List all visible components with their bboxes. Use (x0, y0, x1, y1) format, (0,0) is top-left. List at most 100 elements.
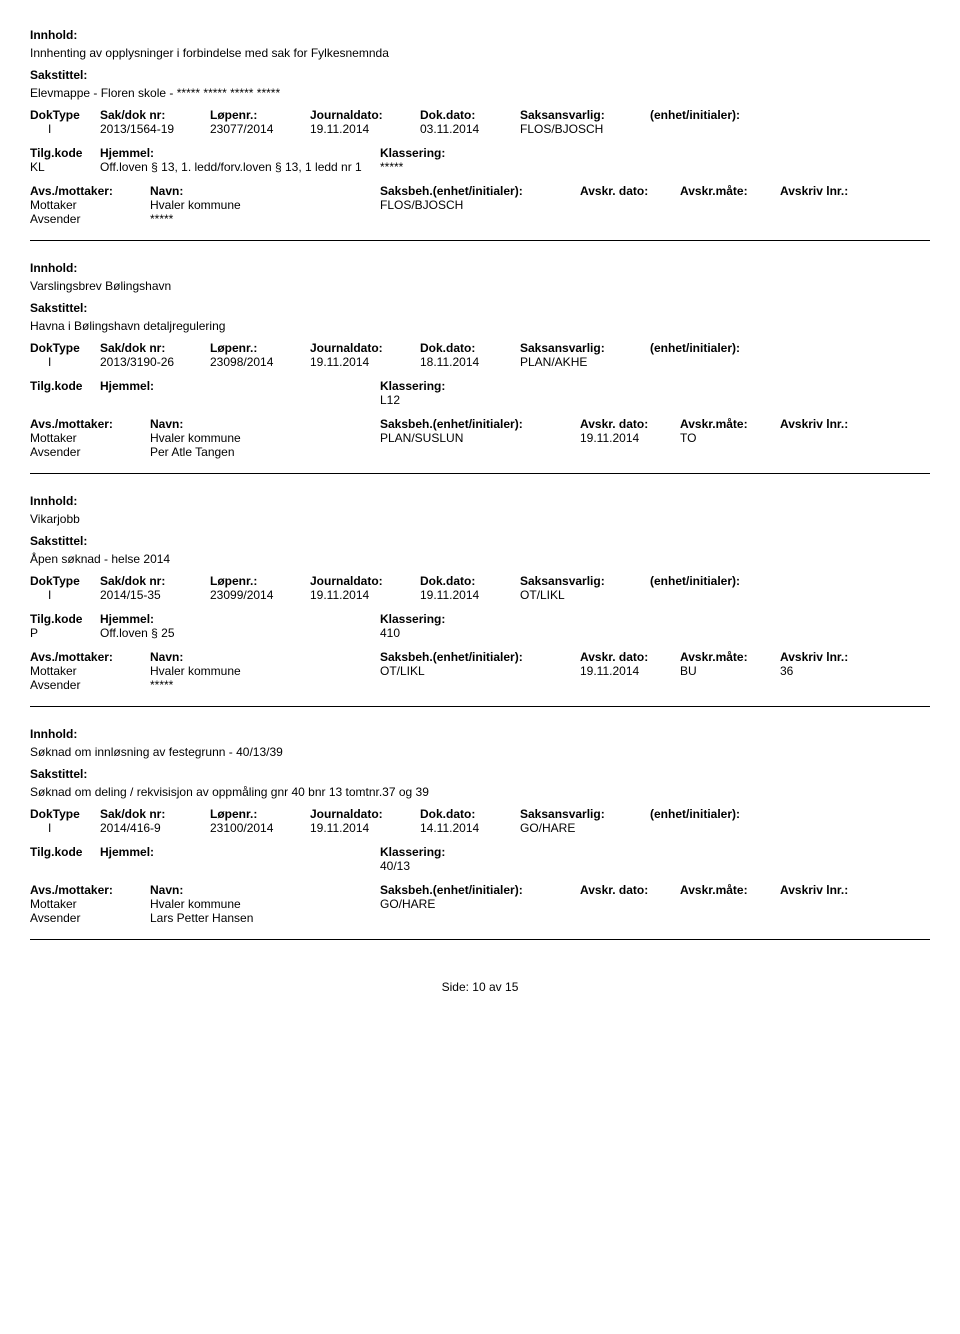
dokdato-value: 14.11.2014 (420, 821, 520, 835)
enhet-value (650, 122, 790, 136)
avsender-row: Avsender Lars Petter Hansen (30, 911, 930, 925)
avsm-header-row: Avs./mottaker: Navn: Saksbeh.(enhet/init… (30, 184, 930, 198)
avskrlnr-header: Avskriv lnr.: (780, 650, 870, 664)
innhold-label: Innhold: (30, 494, 930, 508)
saksansvarlig-value: OT/LIKL (520, 588, 650, 602)
journal-record: Innhold: Søknad om innløsning av festegr… (30, 727, 930, 940)
mottaker-label: Mottaker (30, 431, 150, 445)
record-separator (30, 240, 930, 241)
mottaker-label: Mottaker (30, 664, 150, 678)
saksbeh-value: FLOS/BJOSCH (380, 198, 580, 212)
page-current: 10 (472, 980, 485, 994)
avsender-navn: ***** (150, 678, 380, 692)
sakdok-value: 2014/416-9 (100, 821, 210, 835)
saksbeh-value: OT/LIKL (380, 664, 580, 678)
tilgkode-header: Tilg.kode (30, 845, 100, 859)
klassering-value: 40/13 (380, 859, 510, 873)
navn-header: Navn: (150, 184, 380, 198)
lopenr-value: 23077/2014 (210, 122, 310, 136)
mottaker-navn: Hvaler kommune (150, 198, 380, 212)
avskrmate-header: Avskr.måte: (680, 650, 780, 664)
avskrlnr-header: Avskriv lnr.: (780, 184, 870, 198)
meta-header-row: DokType Sak/dok nr: Løpenr.: Journaldato… (30, 108, 930, 122)
sakstittel-label: Sakstittel: (30, 301, 930, 315)
doktype-value: I (30, 122, 100, 136)
mottaker-row: Mottaker Hvaler kommune FLOS/BJOSCH (30, 198, 930, 212)
tilgkode-value: KL (30, 160, 100, 174)
dokdato-value: 18.11.2014 (420, 355, 520, 369)
hjemmel-header: Hjemmel: (100, 612, 380, 626)
enhet-header: (enhet/initialer): (650, 341, 790, 355)
dokdato-header: Dok.dato: (420, 807, 520, 821)
dokdato-value: 19.11.2014 (420, 588, 520, 602)
klassering-value: L12 (380, 393, 510, 407)
innhold-text: Søknad om innløsning av festegrunn - 40/… (30, 745, 930, 759)
tilg-value-row: L12 (30, 393, 930, 407)
mottaker-row: Mottaker Hvaler kommune PLAN/SUSLUN 19.1… (30, 431, 930, 445)
avskrmate-value (680, 198, 780, 212)
journal-record: Innhold: Vikarjobb Sakstittel: Åpen søkn… (30, 494, 930, 707)
meta-value-row: I 2013/3190-26 23098/2014 19.11.2014 18.… (30, 355, 930, 369)
avsender-navn: ***** (150, 212, 380, 226)
enhet-header: (enhet/initialer): (650, 108, 790, 122)
meta-header-row: DokType Sak/dok nr: Løpenr.: Journaldato… (30, 574, 930, 588)
saksansvarlig-value: FLOS/BJOSCH (520, 122, 650, 136)
hjemmel-header: Hjemmel: (100, 146, 380, 160)
avskrmate-header: Avskr.måte: (680, 417, 780, 431)
tilg-header-row: Tilg.kode Hjemmel: Klassering: (30, 146, 930, 160)
journaldato-header: Journaldato: (310, 807, 420, 821)
saksbeh-header: Saksbeh.(enhet/initialer): (380, 650, 580, 664)
doktype-header: DokType (30, 807, 100, 821)
hjemmel-value: Off.loven § 13, 1. ledd/forv.loven § 13,… (100, 160, 380, 174)
doktype-value: I (30, 355, 100, 369)
mottaker-navn: Hvaler kommune (150, 431, 380, 445)
tilgkode-header: Tilg.kode (30, 379, 100, 393)
avskrlnr-header: Avskriv lnr.: (780, 883, 870, 897)
doktype-value: I (30, 821, 100, 835)
journaldato-header: Journaldato: (310, 108, 420, 122)
sakdok-header: Sak/dok nr: (100, 574, 210, 588)
saksbeh-value: PLAN/SUSLUN (380, 431, 580, 445)
saksansvarlig-header: Saksansvarlig: (520, 108, 650, 122)
tilg-header-row: Tilg.kode Hjemmel: Klassering: (30, 379, 930, 393)
journal-record: Innhold: Innhenting av opplysninger i fo… (30, 28, 930, 241)
hjemmel-value (100, 859, 380, 873)
sakstittel-text: Søknad om deling / rekvisisjon av oppmål… (30, 785, 930, 799)
innhold-label: Innhold: (30, 28, 930, 42)
sakdok-header: Sak/dok nr: (100, 807, 210, 821)
journaldato-header: Journaldato: (310, 574, 420, 588)
mottaker-label: Mottaker (30, 198, 150, 212)
avskrdato-value (580, 198, 680, 212)
avskrlnr-value (780, 198, 870, 212)
avskrmate-value: BU (680, 664, 780, 678)
klassering-value: 410 (380, 626, 510, 640)
avskrlnr-value (780, 897, 870, 911)
records-container: Innhold: Innhenting av opplysninger i fo… (30, 28, 930, 940)
lopenr-header: Løpenr.: (210, 807, 310, 821)
avsender-label: Avsender (30, 911, 150, 925)
sakstittel-label: Sakstittel: (30, 534, 930, 548)
hjemmel-value: Off.loven § 25 (100, 626, 380, 640)
dokdato-header: Dok.dato: (420, 574, 520, 588)
sakdok-value: 2013/1564-19 (100, 122, 210, 136)
journaldato-value: 19.11.2014 (310, 821, 420, 835)
avskrdato-header: Avskr. dato: (580, 417, 680, 431)
enhet-value (650, 355, 790, 369)
innhold-label: Innhold: (30, 261, 930, 275)
avsm-header-row: Avs./mottaker: Navn: Saksbeh.(enhet/init… (30, 883, 930, 897)
sakdok-value: 2013/3190-26 (100, 355, 210, 369)
klassering-value: ***** (380, 160, 510, 174)
avskrmate-value: TO (680, 431, 780, 445)
journaldato-value: 19.11.2014 (310, 122, 420, 136)
avskrdato-header: Avskr. dato: (580, 883, 680, 897)
mottaker-row: Mottaker Hvaler kommune OT/LIKL 19.11.20… (30, 664, 930, 678)
mottaker-navn: Hvaler kommune (150, 664, 380, 678)
hjemmel-header: Hjemmel: (100, 379, 380, 393)
sakdok-header: Sak/dok nr: (100, 341, 210, 355)
saksansvarlig-header: Saksansvarlig: (520, 574, 650, 588)
tilgkode-value: P (30, 626, 100, 640)
lopenr-value: 23100/2014 (210, 821, 310, 835)
avskrmate-header: Avskr.måte: (680, 184, 780, 198)
meta-header-row: DokType Sak/dok nr: Løpenr.: Journaldato… (30, 341, 930, 355)
lopenr-header: Løpenr.: (210, 108, 310, 122)
